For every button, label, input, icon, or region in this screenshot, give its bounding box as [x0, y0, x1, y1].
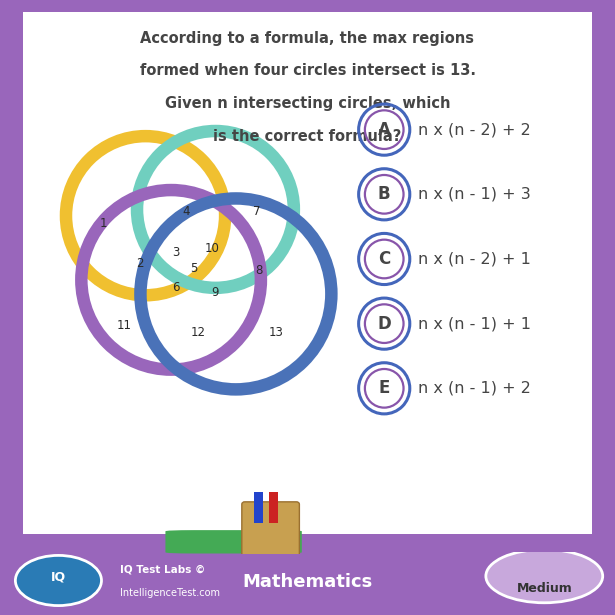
- FancyBboxPatch shape: [9, 0, 606, 547]
- Text: n x (n - 2) + 1: n x (n - 2) + 1: [418, 252, 531, 266]
- FancyBboxPatch shape: [165, 530, 302, 554]
- Text: 7: 7: [253, 205, 260, 218]
- Text: IQ: IQ: [51, 571, 66, 584]
- Text: 9: 9: [212, 287, 219, 300]
- Text: n x (n - 1) + 2: n x (n - 1) + 2: [418, 381, 531, 396]
- Text: D: D: [378, 315, 391, 333]
- Text: Mathematics: Mathematics: [242, 573, 373, 592]
- Text: Medium: Medium: [517, 582, 572, 595]
- Bar: [269, 489, 278, 523]
- Text: 13: 13: [269, 326, 284, 339]
- Text: n x (n - 1) + 3: n x (n - 1) + 3: [418, 187, 531, 202]
- Text: B: B: [378, 185, 391, 204]
- Text: 11: 11: [117, 319, 132, 331]
- Text: A: A: [378, 121, 391, 138]
- Text: is the correct formula?: is the correct formula?: [213, 129, 402, 144]
- Text: IntelligenceTest.com: IntelligenceTest.com: [120, 588, 220, 598]
- Text: Given n intersecting circles, which: Given n intersecting circles, which: [165, 97, 450, 111]
- Text: 2: 2: [136, 257, 144, 270]
- Text: 8: 8: [255, 264, 263, 277]
- Text: n x (n - 2) + 2: n x (n - 2) + 2: [418, 122, 531, 137]
- Ellipse shape: [486, 549, 603, 603]
- Text: E: E: [378, 379, 390, 397]
- Bar: [255, 489, 263, 523]
- Text: formed when four circles intersect is 13.: formed when four circles intersect is 13…: [140, 63, 475, 78]
- Text: 6: 6: [172, 281, 180, 294]
- Text: 10: 10: [205, 242, 220, 255]
- Text: 12: 12: [191, 326, 206, 339]
- Text: n x (n - 1) + 1: n x (n - 1) + 1: [418, 316, 531, 331]
- Text: 4: 4: [183, 205, 190, 218]
- FancyBboxPatch shape: [242, 502, 300, 556]
- Text: 1: 1: [99, 217, 106, 230]
- Text: 5: 5: [190, 263, 197, 276]
- Text: 3: 3: [172, 246, 180, 259]
- Ellipse shape: [15, 555, 101, 606]
- Text: According to a formula, the max regions: According to a formula, the max regions: [140, 31, 475, 46]
- Text: C: C: [378, 250, 391, 268]
- Text: IQ Test Labs ©: IQ Test Labs ©: [120, 565, 205, 575]
